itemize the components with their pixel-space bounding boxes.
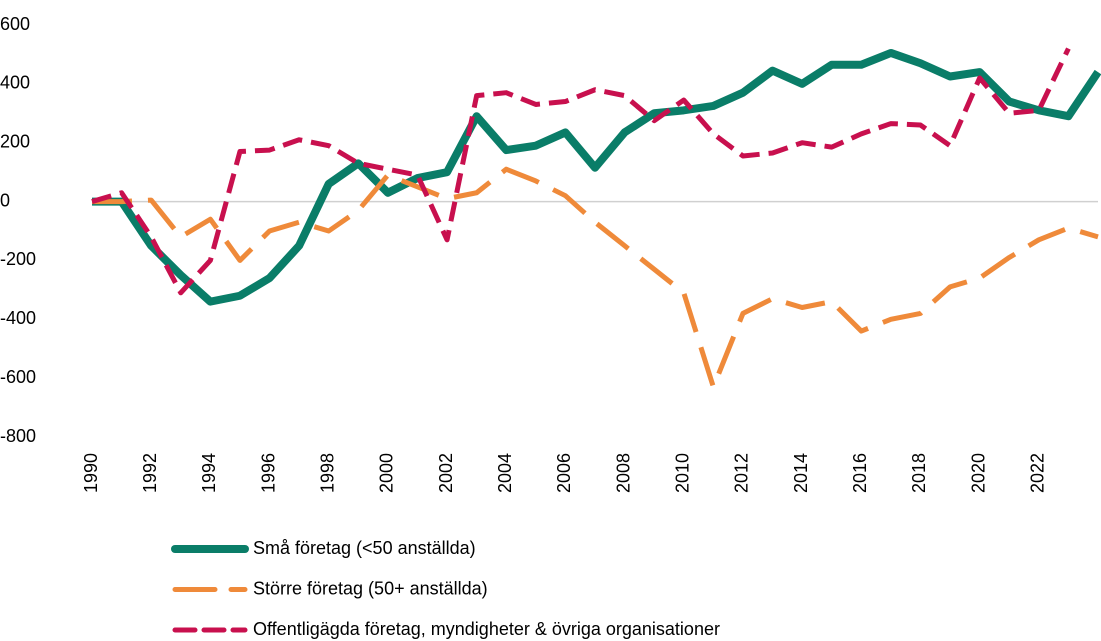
x-tick-label: 2006 [554, 453, 574, 493]
x-tick-label: 2008 [613, 453, 633, 493]
y-tick-label: 0 [0, 190, 10, 210]
x-tick-label: 2022 [1028, 453, 1048, 493]
x-tick-label: 1998 [317, 453, 337, 493]
y-tick-label: 600 [0, 14, 30, 34]
legend-label: Offentligägda företag, myndigheter & övr… [253, 619, 720, 639]
x-tick-label: 2000 [377, 453, 397, 493]
x-tick-label: 2018 [909, 453, 929, 493]
x-tick-label: 2014 [791, 453, 811, 493]
y-tick-label: -800 [0, 426, 36, 446]
x-tick-label: 2020 [968, 453, 988, 493]
x-tick-label: 1992 [140, 453, 160, 493]
series-line [91, 47, 1071, 296]
x-tick-label: 2010 [673, 453, 693, 493]
x-tick-label: 1990 [81, 453, 101, 493]
x-tick-label: 2012 [732, 453, 752, 493]
y-tick-label: 400 [0, 73, 30, 93]
y-tick-label: -400 [0, 308, 36, 328]
x-tick-label: 1996 [258, 453, 278, 493]
y-tick-label: -200 [0, 249, 36, 269]
x-tick-label: 2004 [495, 453, 515, 493]
x-tick-label: 2016 [850, 453, 870, 493]
x-tick-label: 2002 [436, 453, 456, 493]
legend-label: Större företag (50+ anställda) [253, 578, 488, 598]
y-tick-label: 200 [0, 131, 30, 151]
series-line [92, 48, 1101, 306]
y-tick-label: -600 [0, 367, 36, 387]
x-tick-label: 1994 [199, 453, 219, 493]
legend-label: Små företag (<50 anställda) [253, 538, 476, 558]
